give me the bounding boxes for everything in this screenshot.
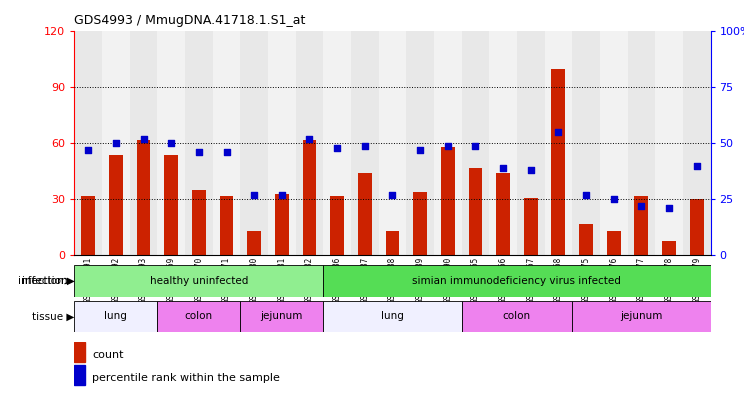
Bar xyxy=(607,231,620,255)
Bar xyxy=(330,196,344,255)
Point xyxy=(469,143,481,149)
Bar xyxy=(551,69,565,255)
Bar xyxy=(517,31,545,255)
Bar xyxy=(158,301,240,332)
Bar xyxy=(469,168,482,255)
Bar xyxy=(192,190,206,255)
Point xyxy=(220,149,232,156)
Point xyxy=(138,136,150,142)
Bar xyxy=(74,31,102,255)
Point xyxy=(414,147,426,153)
Bar xyxy=(385,231,400,255)
Bar xyxy=(690,200,704,255)
Text: lung: lung xyxy=(104,311,127,321)
Bar xyxy=(137,140,150,255)
Text: count: count xyxy=(92,350,124,360)
Bar xyxy=(358,173,372,255)
Text: percentile rank within the sample: percentile rank within the sample xyxy=(92,373,280,383)
Bar xyxy=(247,231,261,255)
Point xyxy=(690,163,702,169)
Bar xyxy=(351,31,379,255)
Text: jejunum: jejunum xyxy=(620,311,663,321)
Bar xyxy=(627,31,655,255)
Text: colon: colon xyxy=(503,311,531,321)
Bar xyxy=(524,198,538,255)
Bar xyxy=(74,301,158,332)
Text: jejunum: jejunum xyxy=(260,311,303,321)
Bar xyxy=(240,31,268,255)
Bar xyxy=(655,31,683,255)
Bar xyxy=(545,31,572,255)
Bar xyxy=(441,147,455,255)
Text: healthy uninfected: healthy uninfected xyxy=(150,276,248,286)
Bar xyxy=(240,301,324,332)
Text: tissue ▶: tissue ▶ xyxy=(32,311,74,321)
Point xyxy=(165,140,177,147)
Bar xyxy=(434,31,461,255)
Point xyxy=(331,145,343,151)
Bar xyxy=(662,241,676,255)
Bar xyxy=(635,196,648,255)
Point xyxy=(525,167,536,173)
Bar xyxy=(102,31,129,255)
Text: colon: colon xyxy=(185,311,213,321)
Bar xyxy=(579,224,593,255)
Point xyxy=(193,149,205,156)
Point xyxy=(553,129,565,135)
Bar xyxy=(572,31,600,255)
Point xyxy=(635,203,647,209)
Text: lung: lung xyxy=(381,311,404,321)
Point xyxy=(663,205,675,211)
Point xyxy=(83,147,94,153)
Text: GDS4993 / MmugDNA.41718.1.S1_at: GDS4993 / MmugDNA.41718.1.S1_at xyxy=(74,14,306,27)
Text: infection: infection xyxy=(22,276,68,286)
Bar xyxy=(600,31,627,255)
Point xyxy=(387,192,399,198)
Bar xyxy=(461,31,490,255)
Bar xyxy=(74,342,85,362)
Point xyxy=(497,165,509,171)
Text: infection ▶: infection ▶ xyxy=(18,276,74,286)
Bar xyxy=(324,301,461,332)
Bar xyxy=(379,31,406,255)
Point xyxy=(304,136,315,142)
Bar xyxy=(74,265,324,297)
Bar xyxy=(461,301,572,332)
Bar xyxy=(496,173,510,255)
Point xyxy=(580,192,592,198)
Bar xyxy=(572,301,711,332)
Bar xyxy=(129,31,158,255)
Bar xyxy=(303,140,316,255)
Point xyxy=(442,143,454,149)
Point xyxy=(359,143,371,149)
Bar xyxy=(109,155,123,255)
Bar xyxy=(213,31,240,255)
Bar xyxy=(164,155,178,255)
Bar xyxy=(158,31,185,255)
Bar xyxy=(219,196,234,255)
Point xyxy=(110,140,122,147)
Bar xyxy=(295,31,324,255)
Bar xyxy=(81,196,95,255)
Bar xyxy=(324,265,711,297)
Bar xyxy=(406,31,434,255)
Bar xyxy=(74,365,85,385)
Text: simian immunodeficiency virus infected: simian immunodeficiency virus infected xyxy=(412,276,621,286)
Bar xyxy=(185,31,213,255)
Bar xyxy=(268,31,295,255)
Point xyxy=(276,192,288,198)
Bar xyxy=(324,31,351,255)
Bar xyxy=(490,31,517,255)
Point xyxy=(608,196,620,203)
Bar xyxy=(683,31,711,255)
Bar xyxy=(275,194,289,255)
Bar xyxy=(413,192,427,255)
Point xyxy=(248,192,260,198)
